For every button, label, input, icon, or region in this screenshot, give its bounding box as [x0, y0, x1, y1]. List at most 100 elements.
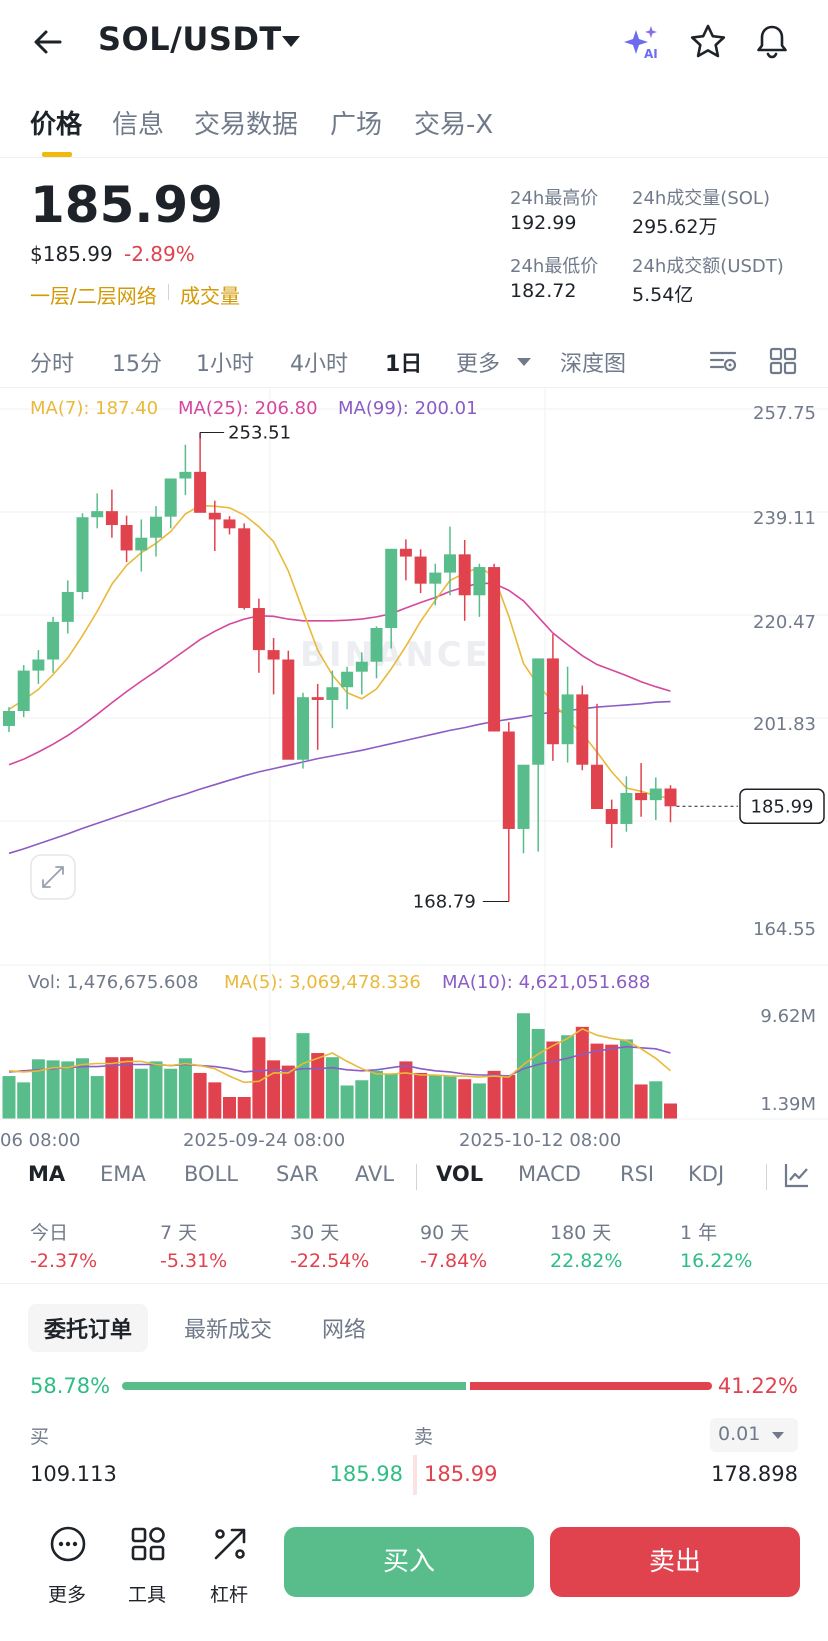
- indicator-settings-icon[interactable]: [782, 1160, 812, 1190]
- indicator-avl[interactable]: AVL: [355, 1162, 395, 1186]
- tab-price[interactable]: 价格: [30, 110, 83, 140]
- more-caret-icon[interactable]: [516, 356, 532, 368]
- indicator-rsi[interactable]: RSI: [620, 1162, 655, 1186]
- more-label[interactable]: 更多: [48, 1584, 87, 1606]
- volume-bar: [590, 1043, 604, 1119]
- candle-down: [120, 524, 133, 551]
- vol-ma5-legend: MA(5): 3,069,478.336: [224, 972, 421, 993]
- indicator-ema[interactable]: EMA: [100, 1162, 146, 1186]
- leverage-label[interactable]: 杠杆: [210, 1584, 249, 1606]
- chevron-down-icon[interactable]: [282, 36, 300, 47]
- volume-bar: [325, 1057, 339, 1119]
- more-dots-icon[interactable]: [48, 1524, 88, 1564]
- interval-more[interactable]: 更多: [456, 352, 501, 377]
- interval-timeline[interactable]: 分时: [30, 352, 75, 377]
- candle-up: [17, 670, 30, 712]
- x-tick-label: 06 08:00: [0, 1130, 81, 1151]
- interval-1d[interactable]: 1日: [385, 352, 423, 377]
- candle-down: [399, 548, 412, 557]
- tools-label[interactable]: 工具: [128, 1584, 167, 1606]
- back-arrow-icon[interactable]: [30, 24, 66, 60]
- buy-ratio: 58.78%: [30, 1374, 111, 1398]
- y-tick-label: 257.75: [753, 403, 816, 424]
- ma99-legend: MA(99): 200.01: [338, 398, 478, 419]
- tab-trade-x[interactable]: 交易-X: [414, 110, 494, 140]
- volume-bar: [472, 1083, 486, 1119]
- candle-down: [546, 658, 559, 745]
- star-icon[interactable]: [688, 22, 728, 62]
- bid-price[interactable]: 185.98: [329, 1462, 403, 1486]
- vol-tick-label: 9.62M: [760, 1006, 816, 1027]
- y-tick-label: 164.55: [753, 919, 816, 940]
- grid-layout-icon[interactable]: [768, 346, 798, 376]
- indicator-tabs: MA EMA BOLL SAR AVL VOL MACD RSI KDJ: [0, 1148, 828, 1204]
- chart-settings-icon[interactable]: [708, 346, 738, 376]
- tools-grid-icon[interactable]: [128, 1524, 168, 1564]
- sell-button[interactable]: 卖出: [550, 1527, 800, 1597]
- indicator-kdj[interactable]: KDJ: [688, 1162, 725, 1186]
- candle-up: [61, 591, 74, 622]
- tab-info[interactable]: 信息: [112, 110, 165, 140]
- leverage-icon[interactable]: [210, 1524, 250, 1564]
- vol-sol-label: 24h成交量(SOL): [632, 188, 770, 209]
- buy-button[interactable]: 买入: [284, 1527, 534, 1597]
- buy-ratio-bar: [122, 1382, 466, 1390]
- perf-label: 90 天: [420, 1222, 470, 1244]
- y-tick-label: 201.83: [753, 714, 816, 735]
- chevron-down-icon[interactable]: [772, 1432, 784, 1439]
- tab-order-book[interactable]: 委托订单: [28, 1304, 149, 1352]
- indicator-macd[interactable]: MACD: [518, 1162, 581, 1186]
- tab-recent-trades[interactable]: 最新成交: [184, 1318, 273, 1343]
- perf-label: 1 年: [680, 1222, 718, 1244]
- candle-down: [591, 764, 603, 810]
- ask-price[interactable]: 185.99: [424, 1462, 498, 1486]
- precision-select[interactable]: 0.01: [710, 1418, 798, 1452]
- volume-bar: [634, 1084, 648, 1119]
- interval-depth[interactable]: 深度图: [560, 352, 627, 377]
- volume-bar: [384, 1073, 398, 1119]
- ma25-line: [8, 582, 671, 766]
- interval-1h[interactable]: 1小时: [196, 352, 254, 377]
- y-tick-label: 239.11: [753, 508, 816, 529]
- indicator-vol[interactable]: VOL: [436, 1162, 484, 1186]
- candle-down: [414, 556, 427, 584]
- volume-bar: [17, 1082, 31, 1119]
- bell-icon[interactable]: [752, 22, 792, 62]
- tag-volume[interactable]: 成交量: [180, 284, 240, 308]
- candle-up: [355, 661, 368, 672]
- sell-ratio-bar: [470, 1382, 712, 1390]
- perf-label: 180 天: [550, 1222, 612, 1244]
- volume-bar: [208, 1082, 222, 1119]
- top-bar: SOL/USDT AI: [0, 0, 828, 90]
- indicator-sar[interactable]: SAR: [276, 1162, 319, 1186]
- current-price-label: 185.99: [751, 796, 814, 817]
- perf-value: -5.31%: [160, 1250, 228, 1272]
- pair-title[interactable]: SOL/USDT: [98, 20, 282, 58]
- candle-up: [620, 792, 633, 824]
- last-price: 185.99: [30, 176, 223, 234]
- ai-sparkle-icon[interactable]: AI: [622, 22, 662, 62]
- volume-bar: [575, 1026, 589, 1119]
- indicator-boll[interactable]: BOLL: [184, 1162, 238, 1186]
- interval-4h[interactable]: 4小时: [290, 352, 348, 377]
- tag-network[interactable]: 一层/二层网络: [30, 284, 157, 308]
- interval-bar: 分时 15分 1小时 4小时 1日 更多 深度图: [0, 336, 828, 388]
- tab-network[interactable]: 网络: [322, 1318, 367, 1343]
- performance-row: 今日 -2.37% 7 天 -5.31% 30 天 -22.54% 90 天 -…: [0, 1210, 828, 1284]
- tab-square[interactable]: 广场: [330, 110, 383, 140]
- candle-up: [429, 572, 442, 584]
- bid-header: 买: [30, 1426, 50, 1448]
- candle-up: [179, 471, 192, 479]
- tab-trading-data[interactable]: 交易数据: [194, 110, 299, 140]
- interval-15m[interactable]: 15分: [112, 352, 162, 377]
- ask-quantity: 178.898: [711, 1462, 798, 1486]
- candle-up: [135, 537, 148, 551]
- ai-label: AI: [644, 47, 658, 61]
- high-marker-label: 253.51: [228, 422, 291, 443]
- x-tick-label: 2025-10-12 08:00: [459, 1130, 622, 1151]
- candlestick-chart[interactable]: BINANCE MA(7): 187.40 MA(25): 206.80 MA(…: [0, 388, 828, 1126]
- orderbook-tabs: 委托订单 最新成交 网络: [0, 1294, 828, 1354]
- fullscreen-icon[interactable]: [30, 854, 76, 900]
- indicator-ma[interactable]: MA: [28, 1162, 66, 1186]
- candle-up: [649, 788, 662, 801]
